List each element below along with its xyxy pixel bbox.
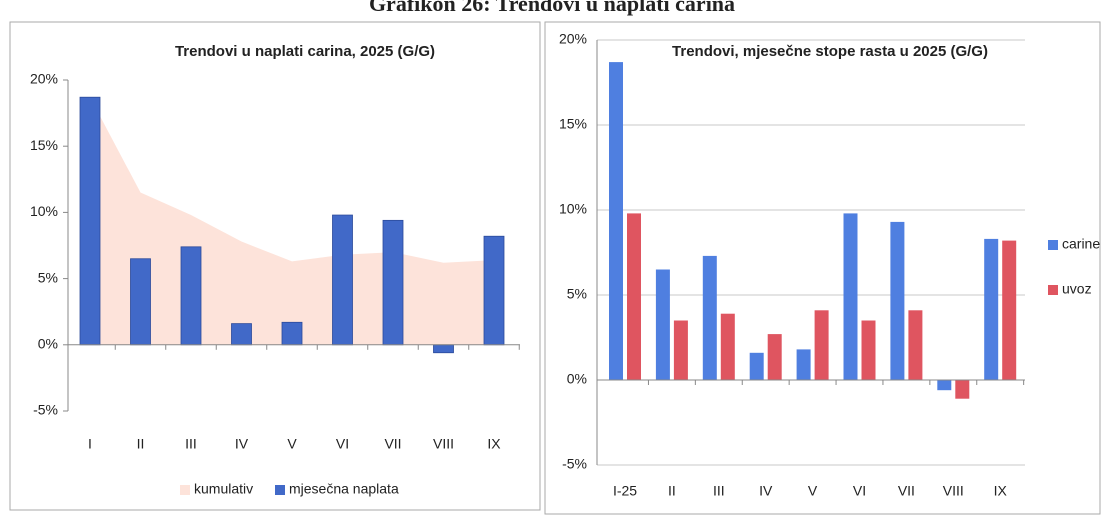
bar xyxy=(433,344,454,354)
y-tick-label: -5% xyxy=(33,402,58,418)
bar xyxy=(814,310,829,380)
y-tick-label: 10% xyxy=(559,201,587,217)
bar xyxy=(749,352,764,380)
y-tick-label: 0% xyxy=(567,371,587,387)
x-tick-label: III xyxy=(185,436,197,452)
x-tick-label: V xyxy=(287,436,297,452)
chart-title: Trendovi, mjesečne stope rasta u 2025 (G… xyxy=(672,43,988,60)
y-tick-label: 15% xyxy=(559,116,587,132)
y-tick-label: 5% xyxy=(38,269,58,285)
bar xyxy=(908,310,923,380)
x-tick-label: VIII xyxy=(943,483,964,499)
x-tick-label: VII xyxy=(384,436,401,452)
x-tick-label: III xyxy=(713,483,725,499)
y-tick-label: 5% xyxy=(567,286,587,302)
x-tick-label: IX xyxy=(487,436,501,452)
bar xyxy=(231,323,252,346)
bar xyxy=(702,255,717,380)
bar xyxy=(796,349,811,380)
bar xyxy=(1002,240,1017,380)
legend-label: carine xyxy=(1062,236,1100,252)
x-tick-label: II xyxy=(668,483,676,499)
bar xyxy=(720,313,735,380)
x-tick-label: VI xyxy=(336,436,349,452)
bar xyxy=(984,238,999,380)
x-tick-label: IX xyxy=(994,483,1008,499)
x-tick-label: V xyxy=(808,483,818,499)
y-tick-label: 10% xyxy=(30,203,58,219)
bar xyxy=(767,334,782,380)
bar xyxy=(382,219,404,346)
legend-swatch xyxy=(1048,240,1058,250)
y-tick-label: 15% xyxy=(30,137,58,153)
y-tick-label: 0% xyxy=(38,336,58,352)
bar xyxy=(861,320,876,380)
legend-swatch xyxy=(1048,285,1058,295)
bar xyxy=(130,258,151,346)
legend-swatch xyxy=(180,485,190,495)
legend-swatch xyxy=(275,485,285,495)
x-tick-label: II xyxy=(137,436,145,452)
bar xyxy=(609,62,623,380)
legend-label: kumulativ xyxy=(194,481,253,497)
y-tick-label: 20% xyxy=(30,71,58,87)
bar xyxy=(483,235,505,346)
bar xyxy=(843,213,858,380)
bar xyxy=(655,269,670,380)
bar xyxy=(890,221,905,380)
bar xyxy=(79,96,101,346)
figure-caption: Grafikon 26: Trendovi u naplati carina xyxy=(369,0,735,16)
bar xyxy=(332,214,353,346)
bar xyxy=(955,380,970,399)
x-tick-label: VI xyxy=(853,483,866,499)
y-tick-label: 20% xyxy=(559,31,587,47)
bar xyxy=(627,213,641,380)
legend-label: uvoz xyxy=(1062,281,1092,297)
x-tick-label: I xyxy=(88,436,92,452)
legend-label: mjesečna naplata xyxy=(289,481,399,497)
y-tick-label: -5% xyxy=(562,456,587,472)
x-tick-label: VIII xyxy=(433,436,454,452)
x-tick-label: IV xyxy=(235,436,249,452)
x-tick-label: I-25 xyxy=(613,483,637,499)
bar xyxy=(673,320,688,380)
bar xyxy=(937,380,952,391)
chart-title: Trendovi u naplati carina, 2025 (G/G) xyxy=(175,43,435,60)
bar xyxy=(180,246,202,346)
x-tick-label: VII xyxy=(898,483,915,499)
bar xyxy=(281,321,303,346)
x-tick-label: IV xyxy=(759,483,773,499)
